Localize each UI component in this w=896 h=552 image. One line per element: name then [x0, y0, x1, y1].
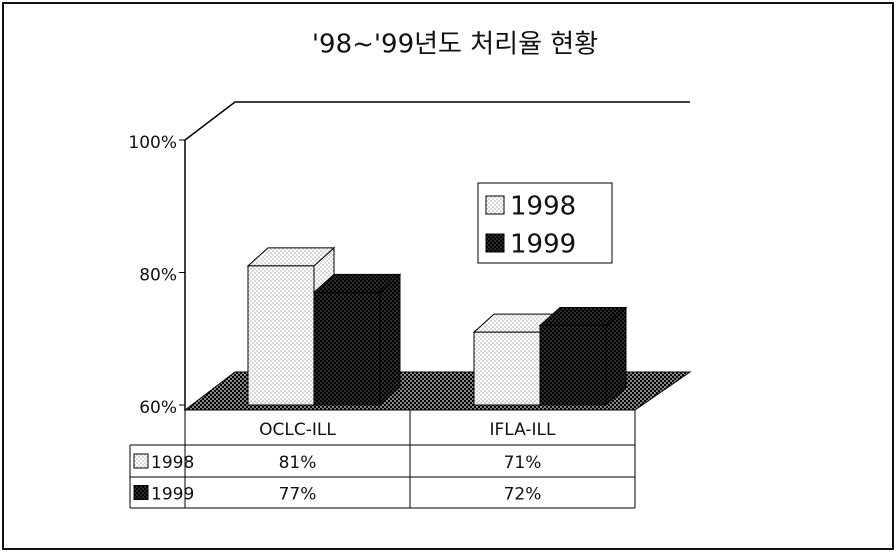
bar-side: [379, 273, 401, 407]
data-label: 72%: [504, 485, 542, 505]
back-wall: [184, 101, 690, 410]
y-tick-label: 100%: [128, 133, 177, 153]
legend-swatch: [485, 195, 505, 215]
table-swatch: [133, 485, 149, 500]
legend-swatch: [485, 233, 505, 253]
table-series-label: 1999: [151, 485, 194, 505]
legend-label: 1998: [510, 192, 576, 222]
data-label: 71%: [504, 453, 542, 473]
y-tick-label: 60%: [139, 398, 177, 418]
data-label: 77%: [279, 485, 317, 505]
x-tick-label: OCLC-ILL: [259, 420, 336, 440]
legend-label: 1999: [510, 230, 576, 260]
table-swatch: [133, 453, 149, 469]
data-label: 81%: [279, 453, 317, 473]
bar: [313, 291, 381, 406]
y-tick-label: 80%: [139, 266, 177, 286]
table-series-label: 1998: [151, 453, 194, 473]
bar: [539, 325, 607, 406]
chart-title: '98~'99년도 처리율 현황: [312, 30, 598, 60]
bar: [473, 331, 541, 406]
x-tick-label: IFLA-ILL: [490, 420, 557, 440]
bar: [247, 265, 315, 406]
